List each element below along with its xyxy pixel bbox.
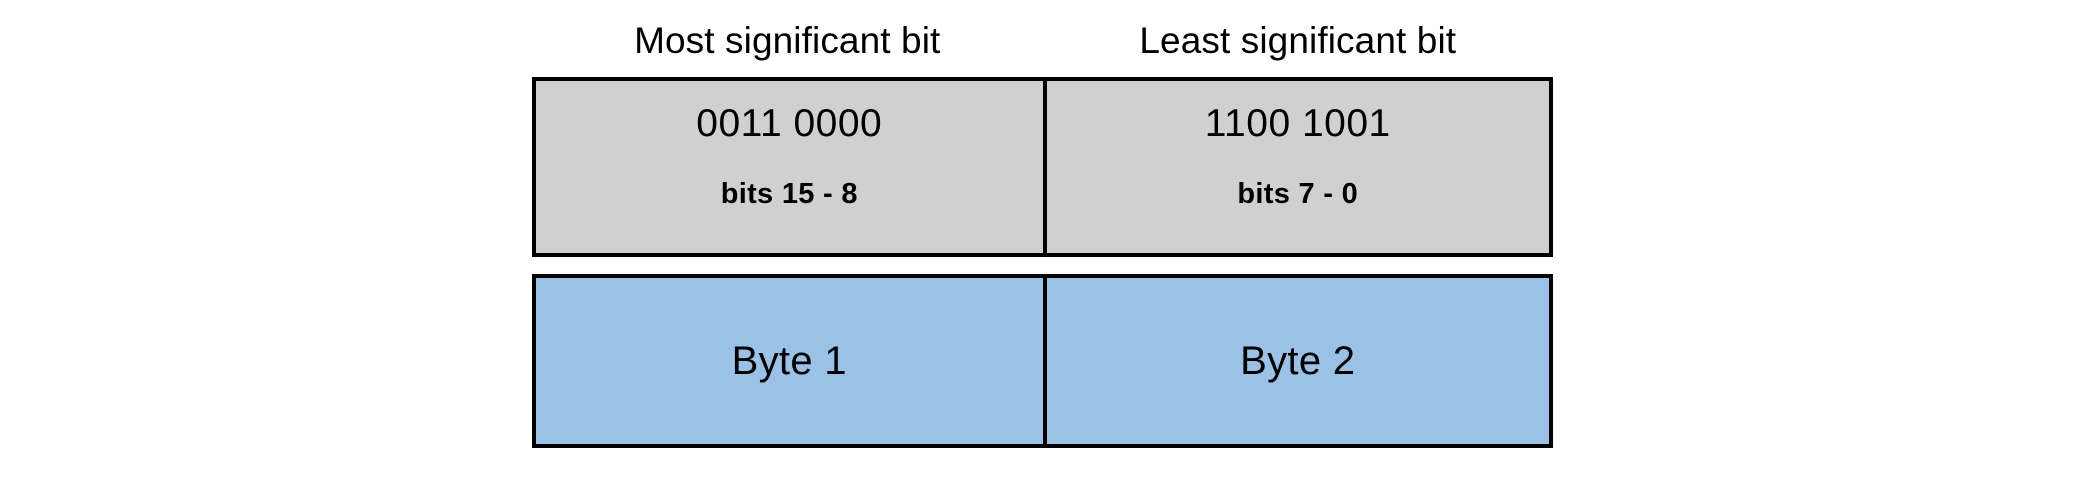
caption-row: Most significant bit Least significant b…: [532, 14, 1553, 66]
bitfield-value-high: 0011 0000: [696, 102, 883, 145]
byte-label-1: Byte 1: [731, 339, 847, 383]
bitfield-cell-low: 1100 1001 bits 7 - 0: [1042, 81, 1549, 253]
byte-cell-2: Byte 2: [1042, 278, 1549, 444]
caption-least-significant-bit: Least significant bit: [1139, 19, 1457, 61]
byte-row: Byte 1 Byte 2: [532, 274, 1553, 448]
bitfield-row: 0011 0000 bits 15 - 8 1100 1001 bits 7 -…: [532, 77, 1553, 257]
caption-most-significant-bit: Most significant bit: [634, 19, 941, 61]
bitfield-range-high: bits 15 - 8: [720, 177, 858, 210]
bitfield-range-low: bits 7 - 0: [1237, 177, 1359, 210]
byte-label-2: Byte 2: [1240, 339, 1356, 383]
bitfield-cell-high: 0011 0000 bits 15 - 8: [536, 81, 1043, 253]
bitfield-value-low: 1100 1001: [1204, 102, 1391, 145]
byte-cell-1: Byte 1: [536, 278, 1043, 444]
